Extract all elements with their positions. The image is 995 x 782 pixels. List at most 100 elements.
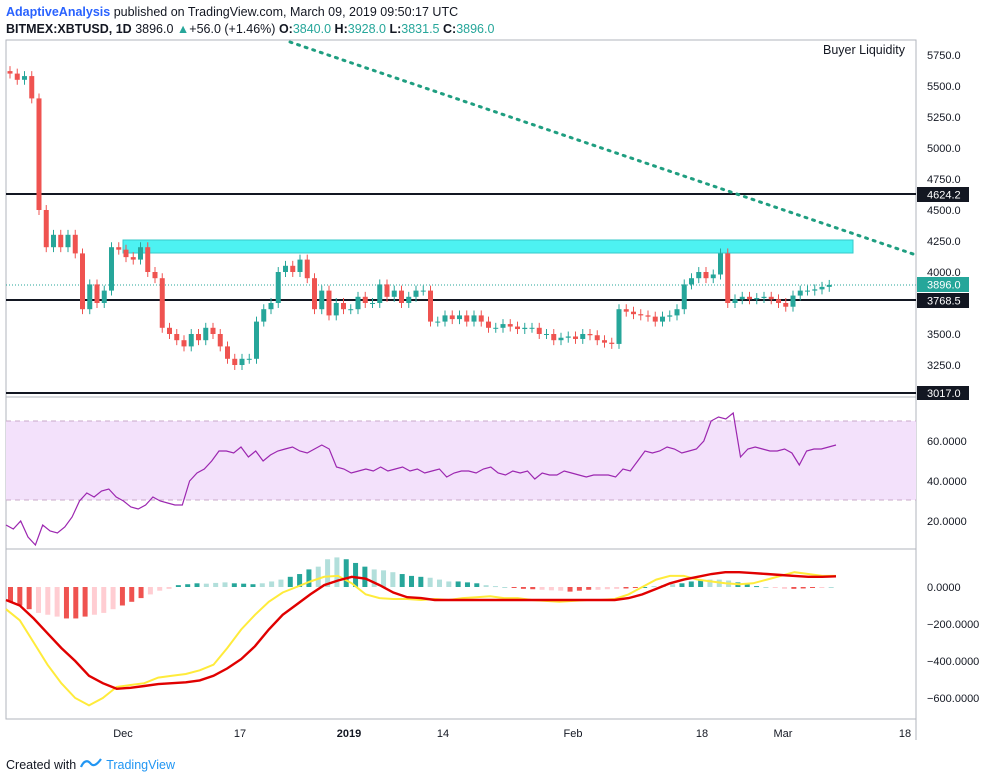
candle-body — [819, 286, 825, 290]
last-price: 3896.0 — [135, 22, 174, 36]
candle-body — [254, 321, 259, 359]
change-up-icon: ▲ — [176, 22, 190, 36]
candle-body — [341, 303, 346, 310]
candle-body — [442, 315, 448, 322]
candle-body — [174, 334, 180, 341]
candle-body — [826, 284, 832, 287]
trend-line[interactable] — [288, 40, 918, 257]
macd-histogram-bar — [586, 587, 592, 590]
rsi-series — [5, 411, 837, 547]
macd-histogram-bar — [241, 583, 247, 587]
macd-histogram-bar — [147, 587, 153, 595]
low-label: L: — [389, 22, 402, 36]
macd-histogram-bar — [409, 575, 415, 587]
macd-histogram-bar — [464, 582, 470, 587]
candle-body — [631, 311, 636, 315]
candle-body — [261, 309, 267, 322]
candle-body — [449, 315, 455, 320]
macd-histogram-bar — [353, 562, 359, 587]
rsi-tick-label: 60.0000 — [927, 436, 967, 448]
candle-body — [457, 315, 462, 320]
candle-body — [217, 334, 223, 347]
candle-body — [507, 324, 513, 327]
price-pane[interactable] — [5, 39, 917, 398]
macd-histogram-bar — [548, 587, 554, 591]
tradingview-link[interactable]: TradingView — [106, 757, 175, 772]
macd-histogram-bar — [129, 587, 135, 602]
macd-histogram-bar — [576, 587, 582, 591]
macd-histogram-bar — [26, 587, 32, 610]
open-label: O: — [278, 22, 293, 36]
candle-body — [696, 272, 702, 279]
candle-body — [181, 340, 187, 347]
price-tick-label: 5250.0 — [927, 112, 961, 124]
candle-body — [370, 303, 375, 304]
macd-histogram-bar — [474, 583, 480, 587]
candle-body — [101, 290, 107, 303]
author-link[interactable]: AdaptiveAnalysis — [6, 5, 111, 19]
candle-body — [812, 289, 818, 291]
macd-histogram-bar — [325, 559, 331, 587]
candle-body — [239, 358, 245, 365]
candle-body — [203, 327, 209, 341]
rsi-axis[interactable]: 60.0000 40.0000 20.0000 — [927, 436, 967, 528]
level-tag-high — [917, 187, 969, 202]
created-with-text: Created with — [6, 757, 77, 772]
macd-histogram-bar — [651, 586, 657, 588]
macd-histogram-bar — [763, 587, 769, 588]
candlestick-series — [7, 66, 832, 370]
macd-histogram-bar — [381, 570, 387, 587]
symbol-name: BITMEX:XBTUSD, 1D — [6, 22, 132, 36]
candle-body — [399, 290, 404, 303]
time-axis[interactable]: Dec 17 2019 14 Feb 18 Mar 18 — [113, 728, 911, 740]
macd-histogram-bar — [819, 587, 825, 588]
close-value: 3896.0 — [456, 22, 495, 36]
macd-histogram-bar — [642, 587, 648, 588]
chart-header: AdaptiveAnalysis published on TradingVie… — [6, 4, 494, 38]
candle-body — [87, 284, 93, 310]
macd-histogram-bar — [791, 587, 797, 589]
macd-histogram-bar — [492, 586, 498, 588]
buyer-liquidity-label[interactable]: Buyer Liquidity — [823, 43, 906, 57]
macd-histogram-bar — [269, 581, 275, 587]
macd-histogram-bar — [800, 587, 806, 589]
candle-body — [486, 321, 491, 328]
rsi-tick-label: 20.0000 — [927, 516, 967, 528]
macd-histogram-bar — [259, 583, 265, 587]
macd-histogram-bar — [343, 559, 349, 587]
candle-body — [478, 315, 484, 322]
macd-histogram-bar — [297, 574, 303, 587]
candle-body — [304, 259, 310, 279]
macd-histogram-bar — [782, 587, 788, 589]
macd-histogram-bar — [614, 587, 620, 589]
candle-body — [725, 253, 731, 303]
macd-histogram-bar — [604, 587, 610, 590]
price-tick-label: 4750.0 — [927, 174, 961, 186]
macd-histogram-bar — [334, 557, 340, 587]
candle-body — [312, 278, 317, 310]
rsi-line — [5, 411, 837, 547]
price-axis[interactable]: 5750.0 5500.0 5250.0 5000.0 4750.0 4500.0 4250… — [927, 50, 961, 372]
macd-series — [5, 557, 837, 707]
macd-axis[interactable]: 0.0000 −200.0000 −400.0000 −600.0000 — [927, 582, 979, 705]
candle-body — [493, 327, 499, 329]
high-label: H: — [334, 22, 348, 36]
candle-body — [754, 298, 760, 300]
macd-tick-label: −400.0000 — [927, 656, 979, 668]
candle-body — [58, 234, 64, 248]
macd-histogram-bar — [483, 585, 489, 587]
candle-body — [623, 309, 629, 312]
macd-histogram-bar — [567, 587, 573, 592]
publish-line: AdaptiveAnalysis published on TradingVie… — [6, 4, 494, 21]
resistance-zone[interactable] — [122, 239, 854, 254]
candle-body — [159, 278, 165, 328]
price-tag — [917, 277, 969, 292]
macd-histogram-bar — [287, 576, 293, 587]
candle-body — [297, 259, 303, 272]
candle-body — [522, 327, 528, 330]
macd-histogram-bar — [688, 581, 694, 587]
candle-body — [638, 314, 644, 316]
candle-body — [428, 290, 433, 322]
close-label: C: — [443, 22, 457, 36]
